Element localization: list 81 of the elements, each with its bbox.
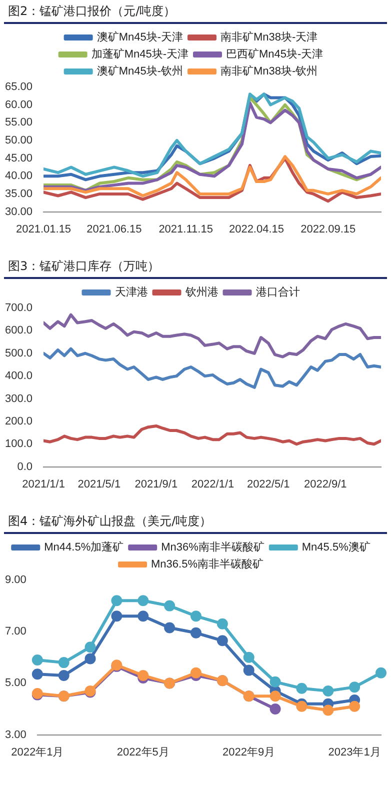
point (84, 642, 96, 653)
point (322, 685, 334, 696)
chart-title: 图4：锰矿海外矿山报盘（美元/吨度） (4, 510, 387, 534)
point (216, 618, 228, 630)
y-tick-label: 30.00 (4, 206, 33, 218)
legend-label: 钦州港 (184, 286, 218, 299)
legend-label: 澳矿Mn45块-钦州 (96, 64, 184, 78)
point (296, 682, 308, 694)
y-tick-label: 60.00 (4, 98, 33, 111)
point (164, 600, 176, 612)
x-tick-label: 2022/1/1 (191, 478, 234, 490)
point (376, 667, 386, 678)
y-tick-label: 200.0 (4, 415, 33, 428)
y-tick-label: 45.00 (4, 152, 33, 164)
x-tick-label: 2023年1月 (328, 746, 381, 758)
y-tick-label: 7.00 (4, 626, 26, 638)
x-tick-label: 2022.09.15 (300, 223, 356, 236)
x-tick-label: 2021/1/1 (22, 478, 65, 490)
y-tick-label: 9.00 (4, 574, 26, 586)
point (138, 595, 149, 606)
legend-label: 澳矿Mn45块-天津 (96, 30, 184, 44)
y-tick-label: 5.00 (4, 677, 26, 690)
legend-label: Mn36%南非半碳酸矿 (161, 540, 264, 554)
point (111, 610, 122, 622)
point (32, 654, 43, 666)
point (270, 704, 281, 714)
point (190, 627, 202, 638)
point (138, 670, 149, 681)
legend-label: 南非矿Mn38块-钦州 (220, 64, 318, 78)
x-tick-label: 2022年1月 (11, 746, 64, 758)
y-tick-label: 0.0 (17, 460, 33, 473)
point (190, 667, 202, 678)
legend-label: 南非矿Mn38块-天津 (220, 30, 318, 44)
point (296, 700, 308, 712)
x-tick-label: 2022年9月 (222, 746, 276, 758)
y-tick-label: 100.0 (4, 438, 33, 450)
point (270, 676, 281, 688)
point (349, 682, 360, 693)
y-tick-label: 3.00 (4, 728, 26, 741)
point (243, 652, 254, 663)
y-tick-label: 400.0 (4, 370, 33, 382)
y-tick-label: 35.00 (4, 188, 33, 200)
chart-title: 图3：锰矿港口库存（万吨） (4, 255, 387, 279)
point (270, 690, 281, 702)
y-tick-label: 50.00 (4, 134, 33, 147)
x-tick-label: 2021/9/1 (134, 478, 178, 490)
point (216, 635, 228, 646)
x-tick-label: 2021/5/1 (78, 478, 121, 490)
legend-label: Mn45.5%澳矿 (302, 540, 370, 554)
point (84, 653, 96, 664)
point (58, 657, 70, 668)
y-tick-label: 40.00 (4, 170, 33, 182)
point (349, 700, 360, 712)
y-tick-label: 600.0 (4, 324, 33, 337)
point (164, 622, 176, 634)
legend-label: 天津港 (114, 286, 148, 299)
y-tick-label: 500.0 (4, 347, 33, 360)
x-tick-label: 2021.06.15 (86, 223, 142, 236)
legend-label: 港口合计 (256, 286, 300, 299)
x-tick-label: 2022/9/1 (304, 478, 347, 490)
legend-label: Mn36.5%南非半碳酸矿 (151, 558, 264, 571)
point (111, 595, 122, 606)
point (243, 664, 254, 676)
y-tick-label: 300.0 (4, 392, 33, 405)
point (322, 704, 334, 716)
y-tick-label: 700.0 (4, 302, 33, 314)
legend-label: 加蓬矿Mn45块-天津 (91, 48, 189, 61)
point (58, 670, 70, 681)
point (32, 668, 43, 680)
point (138, 610, 149, 622)
legend-label: Mn44.5%加蓬矿 (44, 540, 124, 554)
chart-title: 图2：锰矿港口报价（元/吨度） (4, 0, 387, 24)
x-tick-label: 2022/5/1 (246, 478, 290, 490)
y-tick-label: 65.00 (4, 81, 33, 94)
x-tick-label: 2022.04.15 (228, 223, 284, 236)
x-tick-label: 2022年5月 (116, 746, 170, 758)
x-tick-label: 2021.11.15 (158, 223, 213, 236)
y-tick-label: 55.00 (4, 116, 33, 129)
point (190, 610, 202, 622)
legend-label: 巴西矿Mn45块-天津 (226, 48, 324, 61)
x-tick-label: 2021.01.15 (16, 223, 72, 236)
